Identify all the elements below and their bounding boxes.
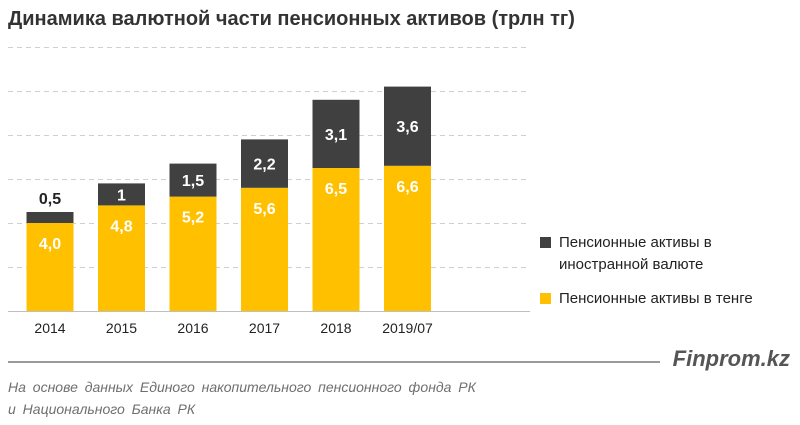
legend-item-tenge: Пенсионные активы в тенге — [540, 288, 790, 310]
bar-foreign-2016 — [169, 163, 217, 197]
source-note-line-1: На основе данных Единого накопительного … — [8, 379, 476, 395]
data-label-foreign-2017: 2,2 — [253, 157, 275, 174]
data-label-foreign-2016: 1,5 — [182, 173, 204, 190]
bar-foreign-2017 — [241, 139, 288, 188]
bar-tenge-2015 — [98, 205, 145, 311]
legend-label-tenge: Пенсионные активы в тенге — [559, 290, 753, 307]
data-label-foreign-2014: 0,5 — [39, 191, 61, 208]
chart-title: Динамика валютной части пенсионных актив… — [8, 8, 575, 30]
data-label-foreign-2018: 3,1 — [325, 127, 347, 144]
bar-tenge-2017 — [241, 187, 288, 311]
bar-tenge-2014 — [26, 223, 74, 311]
bar-tenge-2018 — [312, 168, 360, 311]
x-tick-label-2014: 2014 — [34, 320, 65, 336]
data-label-tenge-2016: 5,2 — [182, 210, 204, 227]
data-label-tenge-2018: 6,5 — [325, 181, 347, 198]
chart-legend: Пенсионные активы в иностранной валюте П… — [540, 232, 790, 322]
bar-foreign-2014 — [26, 212, 74, 223]
x-tick-label-2016: 2016 — [177, 320, 208, 336]
legend-swatch-foreign — [540, 237, 551, 248]
legend-swatch-tenge — [540, 293, 551, 304]
data-label-tenge-2015: 4,8 — [110, 218, 132, 235]
x-tick-label-2017: 2017 — [249, 320, 280, 336]
bar-tenge-2016 — [169, 196, 217, 311]
data-label-foreign-2019/07: 3,6 — [396, 119, 418, 136]
bar-foreign-2015 — [98, 183, 145, 206]
x-tick-label-2018: 2018 — [320, 320, 351, 336]
x-tick-label-2015: 2015 — [106, 320, 137, 336]
bar-foreign-2018 — [312, 99, 360, 168]
footer-divider — [8, 361, 660, 363]
source-note: На основе данных Единого накопительного … — [8, 376, 648, 420]
bar-tenge-2019/07 — [384, 165, 431, 311]
brand-logo-text: Finprom.kz — [672, 346, 790, 371]
data-label-tenge-2019/07: 6,6 — [396, 179, 418, 196]
legend-item-foreign: Пенсионные активы в иностранной валюте — [540, 232, 790, 276]
bar-foreign-2019/07 — [384, 86, 431, 166]
x-tick-label-2019/07: 2019/07 — [382, 320, 433, 336]
data-label-foreign-2015: 1 — [117, 187, 126, 204]
data-label-tenge-2014: 4,0 — [39, 236, 61, 253]
data-label-tenge-2017: 5,6 — [253, 201, 275, 218]
legend-label-foreign: Пенсионные активы в иностранной валюте — [559, 234, 712, 273]
source-note-line-2: и Национального Банка РК — [8, 401, 196, 417]
